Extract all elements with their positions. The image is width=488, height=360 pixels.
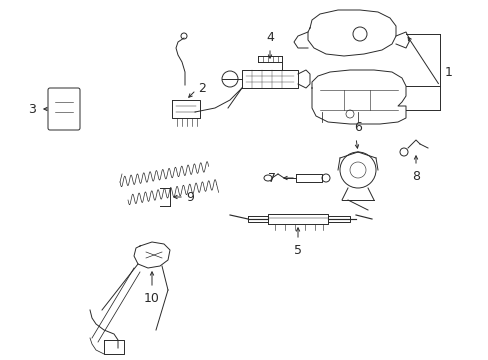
Text: 10: 10: [144, 292, 160, 305]
Text: 7: 7: [267, 171, 275, 185]
Text: 8: 8: [411, 170, 419, 183]
Text: 2: 2: [198, 81, 205, 95]
Text: 4: 4: [265, 31, 273, 44]
Text: 9: 9: [185, 190, 193, 203]
Text: 1: 1: [444, 66, 452, 78]
Text: 3: 3: [28, 103, 36, 116]
Text: 6: 6: [353, 121, 361, 134]
Text: 5: 5: [293, 244, 302, 257]
